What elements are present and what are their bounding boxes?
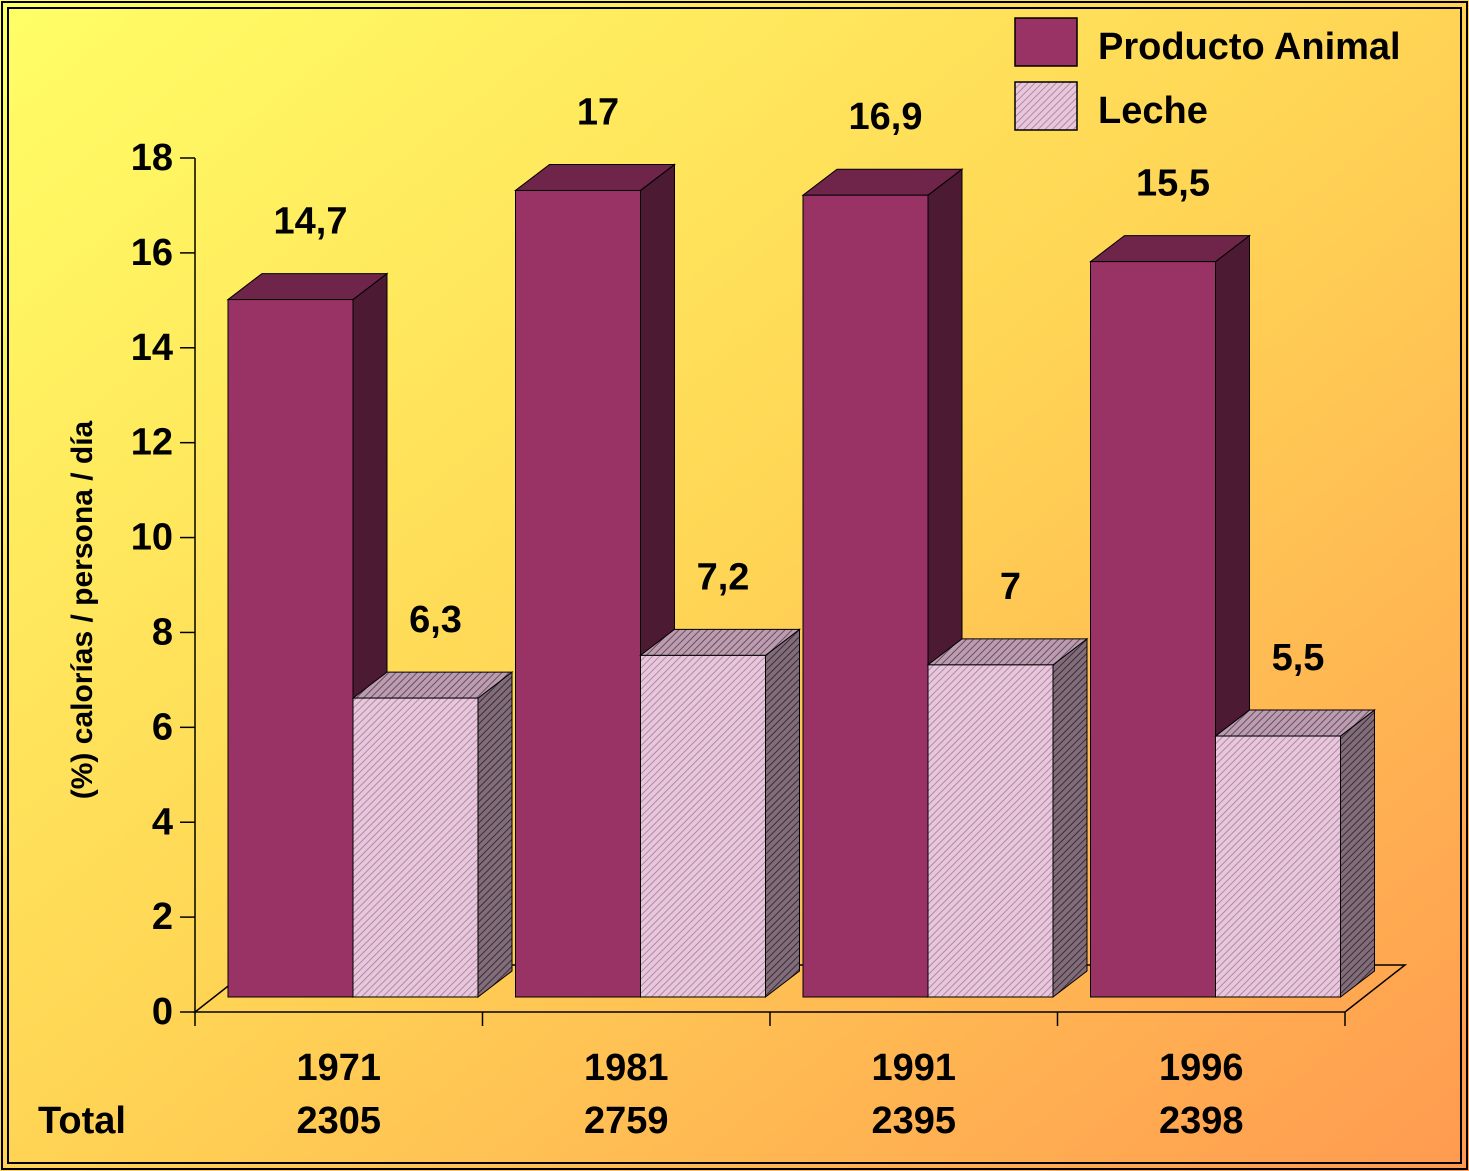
y-tick-label: 10 [131, 517, 173, 559]
x-tick-label: 1981 [584, 1047, 669, 1089]
bar-front [352, 697, 479, 998]
legend-swatch [1014, 17, 1078, 67]
bar-front [927, 664, 1054, 998]
x-tick-label: 1996 [1159, 1047, 1244, 1089]
data-label: 7 [1000, 566, 1021, 608]
bar-side [765, 628, 800, 999]
total-value: 2759 [584, 1100, 669, 1142]
bar-front [515, 189, 641, 998]
bar [926, 637, 1089, 999]
total-value: 2305 [296, 1100, 381, 1142]
y-tick-label: 8 [152, 611, 173, 653]
legend-label: Leche [1098, 90, 1208, 132]
y-tick-label: 2 [152, 896, 173, 938]
frame [7, 7, 1462, 1164]
bar-front [1215, 735, 1341, 998]
y-tick-label: 16 [131, 232, 173, 274]
legend-label: Producto Animal [1098, 26, 1401, 68]
data-label: 17 [577, 91, 619, 133]
data-label: 14,7 [274, 201, 348, 243]
total-value: 2398 [1159, 1100, 1244, 1142]
y-tick-label: 12 [131, 422, 173, 464]
bar-front [640, 654, 766, 998]
y-tick-label: 0 [152, 991, 173, 1033]
bar-side [1340, 709, 1375, 999]
bar-side [1052, 637, 1088, 999]
data-label: 5,5 [1272, 637, 1325, 679]
data-label: 15,5 [1136, 163, 1210, 205]
bar-front [1090, 261, 1216, 998]
y-tick-label: 6 [152, 706, 173, 748]
y-tick-label: 4 [152, 801, 173, 843]
x-tick-label: 1991 [871, 1047, 956, 1089]
y-axis-label: (%) calorías / persona / día [66, 420, 99, 799]
x-tick-label: 1971 [296, 1047, 381, 1089]
y-tick-label: 18 [131, 137, 173, 179]
data-label: 7,2 [697, 556, 750, 598]
y-tick-label: 14 [131, 327, 173, 369]
total-value: 2395 [871, 1100, 956, 1142]
legend-swatch [1014, 81, 1078, 131]
bar [639, 628, 801, 999]
bar-front [227, 299, 354, 998]
totals-label: Total [38, 1100, 126, 1142]
bar [351, 671, 514, 999]
bar-side [477, 671, 513, 999]
bar [1214, 709, 1376, 999]
data-label: 6,3 [409, 599, 462, 641]
bar [1089, 234, 1251, 999]
data-label: 16,9 [849, 96, 923, 138]
bar-front [802, 194, 929, 998]
